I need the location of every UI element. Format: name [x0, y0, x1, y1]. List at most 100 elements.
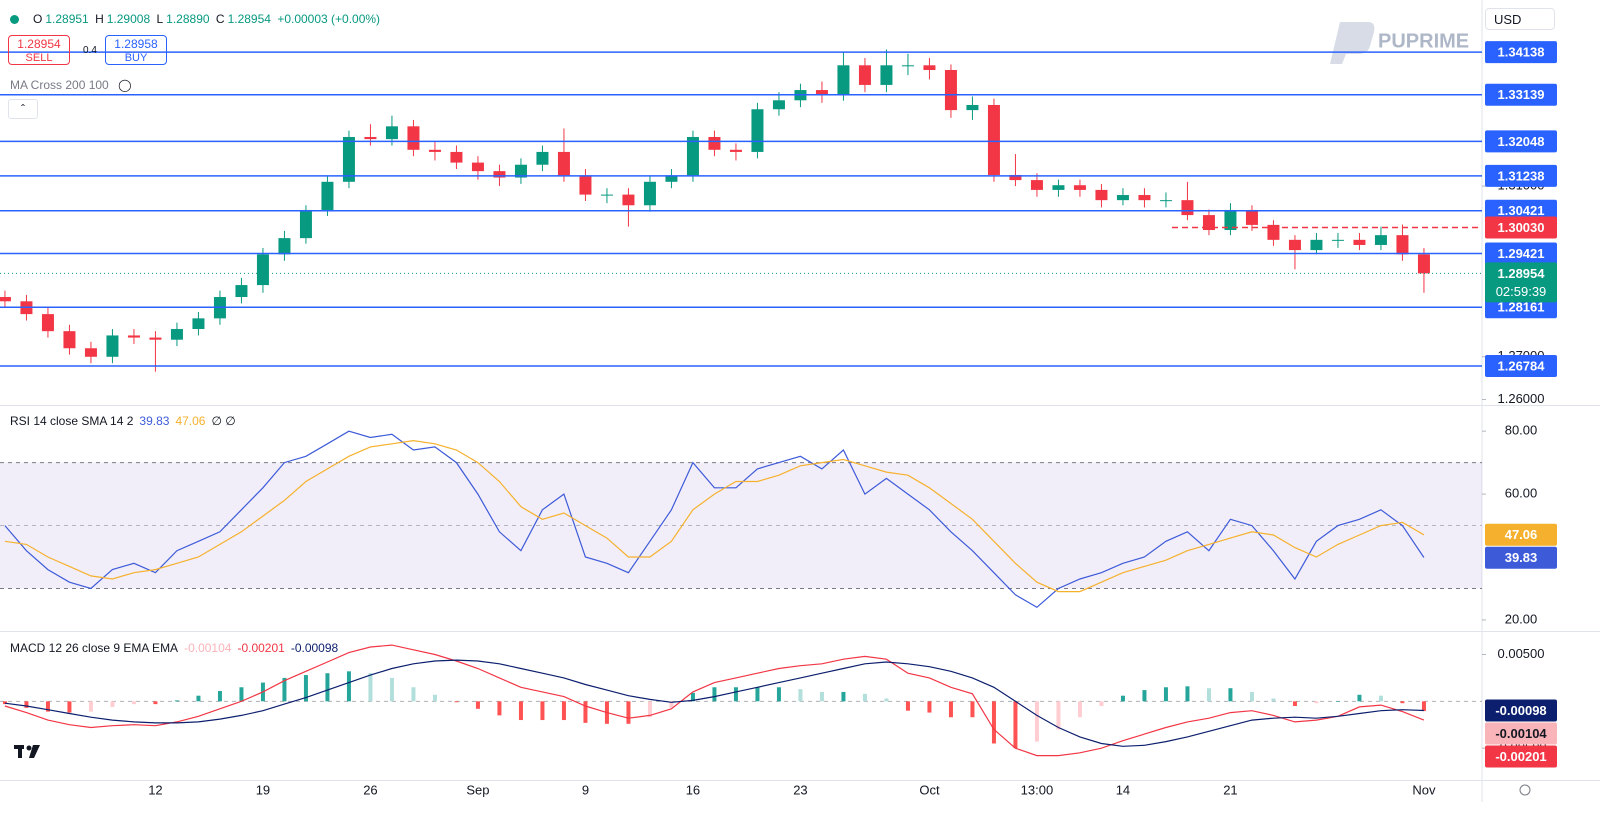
histogram-bar — [217, 691, 222, 702]
spread: 0.4 — [83, 45, 97, 56]
histogram-bar — [1228, 688, 1233, 702]
candle-body — [837, 65, 850, 96]
candle-body — [342, 136, 355, 182]
histogram-bar — [884, 698, 889, 702]
histogram-bar — [862, 693, 867, 702]
ohlc-key: H — [95, 12, 104, 26]
rsi-extra: ∅ ∅ — [211, 414, 236, 428]
x-tick-label: Nov — [1412, 782, 1436, 797]
candle-body — [1224, 209, 1237, 231]
candle-body — [321, 181, 334, 210]
x-tick-label: 23 — [793, 782, 807, 797]
candle-body — [708, 136, 721, 150]
histogram-bar — [389, 677, 394, 702]
candle-body — [944, 69, 957, 111]
histogram-bar — [733, 687, 738, 702]
histogram-bar — [1077, 701, 1082, 718]
ohlc-key: C — [215, 12, 225, 26]
indicator-name: MA Cross 200 100 — [10, 78, 109, 92]
candle-body — [1116, 195, 1129, 201]
histogram-bar — [1206, 688, 1211, 702]
price-label-box — [1485, 130, 1557, 153]
candle-body — [815, 90, 828, 96]
histogram-bar — [518, 701, 523, 721]
histogram-bar — [970, 701, 975, 718]
candle-body — [600, 194, 613, 196]
y-tick-label: 1.26000 — [1498, 391, 1545, 406]
price-label-box — [1485, 546, 1557, 569]
axis-layer: 1.310001.270001.260001.341381.331391.320… — [148, 41, 1557, 797]
tv-logo — [14, 745, 40, 758]
candle-body — [63, 331, 76, 349]
buy-button[interactable]: 1.28958 BUY — [105, 35, 167, 65]
visibility-icon[interactable]: ◯ — [118, 78, 132, 92]
price-label: 1.28161 — [1498, 300, 1545, 315]
x-tick-label: 9 — [582, 782, 589, 797]
ohlc-key: L — [156, 12, 164, 26]
candle-body — [278, 238, 291, 255]
y-tick-label: 0.00500 — [1498, 646, 1545, 661]
watermark — [1330, 22, 1375, 64]
macd-title: MACD 12 26 close 9 EMA EMA — [10, 641, 179, 655]
rsi-line — [4, 439, 1425, 593]
histogram-bar — [282, 677, 287, 702]
price-label: 1.30421 — [1498, 203, 1545, 218]
histogram-bar — [497, 701, 502, 716]
histogram-bar — [2, 701, 7, 705]
price-label: 1.34138 — [1498, 45, 1545, 60]
histogram-bar — [1314, 701, 1319, 704]
price-label-box — [1485, 164, 1557, 187]
candle-body — [880, 65, 893, 85]
x-tick-label: 13:00 — [1021, 782, 1054, 797]
histogram-bar — [1292, 701, 1297, 706]
histogram-bar — [583, 701, 588, 723]
currency-select[interactable]: USD — [1485, 8, 1555, 30]
ohlc-value: 1.28954 — [227, 12, 271, 26]
y-tick-label: 80.00 — [1505, 423, 1538, 438]
histogram-bar — [841, 691, 846, 702]
candle-body — [1310, 239, 1323, 251]
candle-body — [901, 65, 914, 67]
histogram-bar — [131, 701, 136, 705]
collapse-button[interactable]: ˆ — [8, 99, 38, 119]
x-tick-label: Sep — [466, 782, 489, 797]
settings-icon[interactable] — [1519, 784, 1531, 796]
candle-body — [1267, 224, 1280, 240]
ohlc-value: 1.29008 — [106, 12, 151, 26]
indicator-label: MA Cross 200 100 ◯ — [10, 78, 132, 92]
candle-body — [192, 318, 205, 330]
symbol-header: O 1.28951 H 1.29008 L 1.28890 C 1.28954 +0.0… — [10, 12, 383, 26]
histogram-bar — [196, 695, 201, 702]
candle-body — [622, 194, 635, 206]
price-label: 1.31238 — [1498, 168, 1545, 183]
macd-line — [4, 644, 1425, 757]
candle-body — [1202, 215, 1215, 231]
sell-button[interactable]: 1.28954 SELL — [8, 35, 70, 65]
candle-body — [686, 136, 699, 176]
price-label: -0.00201 — [1495, 749, 1546, 764]
marks-layer — [0, 49, 1482, 757]
rsi-legend: RSI 14 close SMA 14 2 39.83 47.06 ∅ ∅ — [10, 414, 242, 428]
candle-body — [0, 297, 11, 302]
candle-body — [1052, 185, 1065, 190]
candle-body — [536, 151, 549, 165]
rsi-legend-value: 39.83 — [139, 414, 170, 428]
histogram-bar — [411, 687, 416, 702]
macd-line — [4, 659, 1424, 747]
candle-body — [1374, 235, 1387, 245]
histogram-bar — [1421, 701, 1426, 712]
buy-price: 1.28958 — [114, 37, 158, 51]
price-label-box — [1485, 354, 1557, 377]
price-change: +0.00003 (+0.00%) — [277, 12, 381, 26]
candle-body — [407, 126, 420, 150]
price-label: 1.26784 — [1498, 358, 1546, 373]
histogram-bar — [647, 701, 652, 718]
candle-body — [41, 314, 54, 332]
price-label: 1.29421 — [1498, 246, 1545, 261]
histogram-bar — [1249, 691, 1254, 702]
candle-body — [1288, 239, 1301, 251]
histogram-bar — [1056, 701, 1061, 730]
histogram-bar — [1378, 695, 1383, 702]
x-tick-label: 14 — [1116, 782, 1130, 797]
macd-legend-value: -0.00098 — [290, 641, 339, 655]
